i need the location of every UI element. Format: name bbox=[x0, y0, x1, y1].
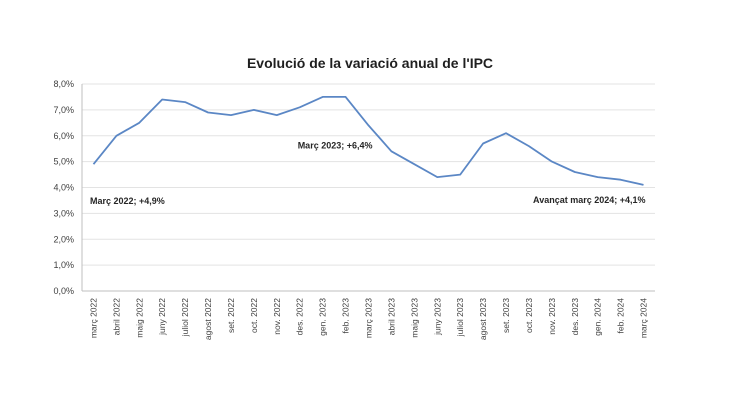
y-tick-label: 2,0% bbox=[53, 234, 74, 244]
data-annotation: Avançat març 2024; +4,1% bbox=[533, 195, 646, 205]
x-tick-label: set. 2022 bbox=[226, 298, 236, 333]
x-tick-label: març 2023 bbox=[364, 298, 374, 338]
y-tick-label: 5,0% bbox=[53, 157, 74, 167]
x-tick-label: set. 2023 bbox=[501, 298, 511, 333]
y-tick-label: 0,0% bbox=[53, 286, 74, 296]
x-tick-label: juny 2023 bbox=[432, 298, 442, 336]
data-annotation: Març 2023; +6,4% bbox=[298, 140, 373, 150]
annotations: Març 2022; +4,9% Març 2023; +6,4% Avançat … bbox=[90, 140, 646, 206]
x-tick-label: agost 2022 bbox=[203, 298, 213, 340]
x-axis: març 2022 abril 2022 maig 2022 juny 2022 jul… bbox=[88, 298, 648, 340]
x-tick-label: des. 2023 bbox=[570, 298, 580, 336]
x-tick-label: oct. 2023 bbox=[524, 298, 534, 333]
x-tick-label: març 2022 bbox=[88, 298, 98, 338]
x-tick-label: juliol 2022 bbox=[180, 298, 190, 338]
y-axis: 0,0% 1,0% 2,0% 3,0% 4,0% 5,0% 6,0% 7,0% 8,0% bbox=[53, 79, 83, 296]
gridlines bbox=[82, 83, 655, 292]
x-tick-label: maig 2022 bbox=[134, 298, 144, 338]
chart-title: Evolució de la variació anual de l'IPC bbox=[246, 55, 494, 71]
x-tick-label: juliol 2023 bbox=[455, 298, 465, 338]
data-annotation: Març 2022; +4,9% bbox=[90, 196, 165, 206]
x-tick-label: març 2024 bbox=[639, 298, 649, 338]
x-tick-label: oct. 2022 bbox=[249, 298, 259, 333]
x-tick-label: feb. 2024 bbox=[616, 298, 626, 334]
y-tick-label: 4,0% bbox=[53, 183, 74, 193]
x-tick-label: gen. 2023 bbox=[318, 298, 328, 336]
y-tick-label: 6,0% bbox=[53, 131, 74, 141]
y-tick-label: 8,0% bbox=[53, 79, 74, 89]
y-tick-label: 7,0% bbox=[53, 105, 74, 115]
x-tick-label: juny 2022 bbox=[157, 298, 167, 336]
y-tick-label: 3,0% bbox=[53, 208, 74, 218]
x-tick-label: abril 2022 bbox=[111, 298, 121, 336]
x-tick-label: des. 2022 bbox=[295, 298, 305, 336]
x-tick-label: gen. 2024 bbox=[593, 298, 603, 336]
x-tick-label: agost 2023 bbox=[478, 298, 488, 340]
y-tick-label: 1,0% bbox=[53, 260, 74, 270]
x-tick-label: feb. 2023 bbox=[341, 298, 351, 334]
x-tick-label: nov. 2023 bbox=[547, 298, 557, 335]
x-tick-label: abril 2023 bbox=[386, 298, 396, 336]
x-tick-label: nov. 2022 bbox=[272, 298, 282, 335]
ipc-series-line bbox=[92, 96, 644, 186]
x-tick-label: maig 2023 bbox=[409, 298, 419, 338]
